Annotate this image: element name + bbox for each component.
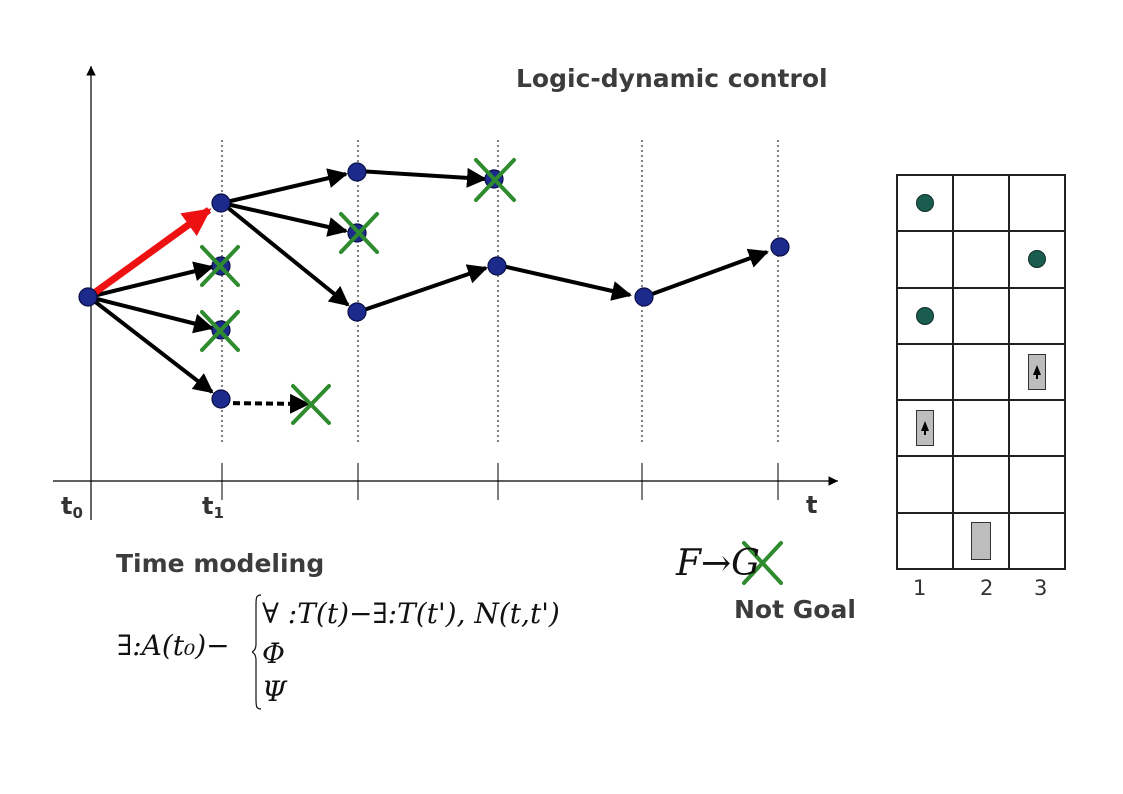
grid-cell-r2-c3 [1009,231,1065,288]
not-goal-label: Not Goal [734,595,856,624]
edge-root-to-a3 [88,295,214,334]
formula-time-head: ∃:A(t₀)− [117,629,230,662]
grid-column-label-3: 3 [1034,576,1048,600]
grid-cell-r6-c1 [897,456,953,513]
grid-cell-r4-c3 [1009,343,1065,401]
grid-column-label-1: 1 [913,576,927,600]
grid-cell-r1-c3 [1009,175,1065,232]
t-axis-label: t [806,491,818,519]
t1-label: t1 [202,492,224,522]
edge-a4-dashed [221,393,310,414]
x-cross-icon-goal [742,541,783,585]
edge-d1-to-e1 [643,248,769,299]
grid-cell-r4-c2 [953,343,1009,401]
node-root [78,287,98,307]
node-a4 [211,389,231,409]
goal-dot-icon [1028,250,1046,269]
node-c2 [487,256,507,276]
warehouse-grid [896,174,1066,570]
goal-dot-icon [916,306,934,325]
x-cross-icon [200,245,240,287]
arrow-up-icon [1033,364,1041,379]
time-step-guides [221,140,779,445]
edge-a1-to-b1 [221,168,348,205]
grid-cell-r6-c3 [1009,456,1065,513]
x-cross-icon [200,310,240,352]
edge-a1-to-b3 [220,201,350,307]
grid-cell-r5-c1 [897,400,953,457]
node-e1 [770,237,790,257]
node-a1 [211,193,231,213]
grid-cell-r7-c1 [897,512,953,569]
edge-c2-to-d1 [497,263,632,301]
grid-cell-r2-c1 [897,231,953,288]
transition-edges [87,167,769,414]
brace-icon [252,594,262,710]
edge-b3-to-c2 [357,264,488,314]
edge-a1-to-b2 [221,201,348,237]
x-cross-icon [291,384,331,425]
grid-cell-r2-c2 [953,231,1009,288]
x-cross-icon [474,158,516,202]
edge-root-to-a4 [87,295,214,394]
grid-cell-r1-c2 [953,175,1009,232]
node-d1 [634,287,654,307]
edge-b1-to-c1 [357,167,487,188]
goal-dot-icon [916,194,934,213]
arrow-up-icon [921,421,929,436]
edge-root-to-a2 [88,261,214,299]
grid-cell-r1-c1 [897,175,953,232]
robot-up-icon [916,410,934,447]
diagram-title: Logic-dynamic control [516,64,828,93]
grid-cell-r5-c3 [1009,400,1065,457]
x-cross-icon [339,212,379,254]
grid-column-label-2: 2 [980,576,994,600]
edge-root-to-a1-chosen [87,207,212,299]
grid-cell-r6-c2 [953,456,1009,513]
grid-cell-r3-c1 [897,287,953,344]
t0-label: t0 [61,492,83,522]
grid-cell-r3-c3 [1009,287,1065,344]
formula-time-line1: ∀ :T(t)−∃:T(t'), N(t,t') [262,597,560,630]
grid-cell-r3-c2 [953,287,1009,344]
x-axis-ticks [90,463,779,500]
grid-cell-r5-c2 [953,400,1009,457]
formula-goal: F→G [676,543,760,584]
obstacle-block [971,521,991,560]
reject-crosses [200,158,783,585]
grid-cell-r7-c3 [1009,512,1065,569]
robot-up-icon [1028,353,1046,390]
formula-time-line3: Ψ [262,675,287,708]
time-modeling-label: Time modeling [116,549,325,578]
grid-cell-r7-c2 [953,512,1009,569]
node-b1 [347,162,367,182]
formula-time-line2: Φ [262,637,285,670]
node-b3 [347,302,367,322]
grid-cell-r4-c1 [897,343,953,401]
